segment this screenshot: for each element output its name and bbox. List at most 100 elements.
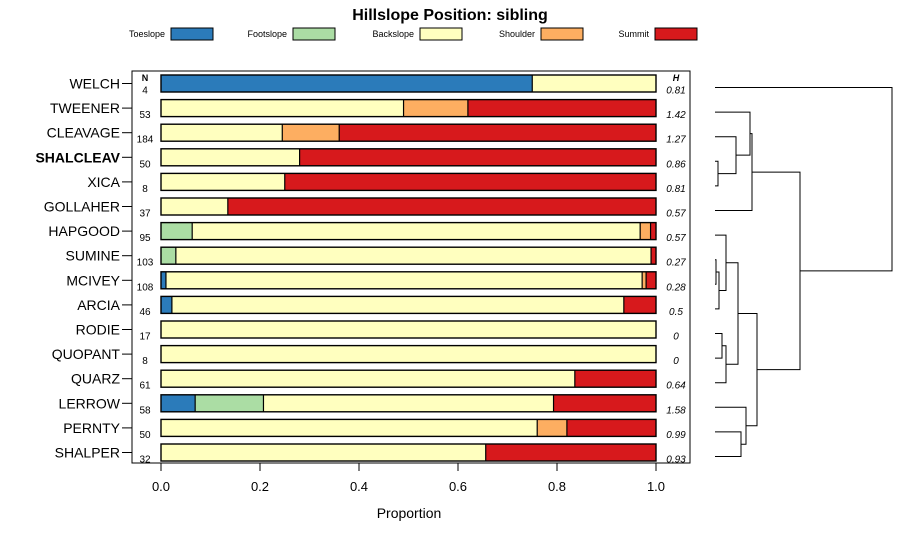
n-value: 61 (139, 381, 151, 392)
n-value: 53 (139, 110, 151, 121)
bar-segment-backslope (161, 99, 404, 117)
bar-outline (160, 148, 657, 167)
bar-outline (160, 344, 657, 364)
category-label: QUARZ (71, 371, 120, 387)
bar-segment-toeslope (161, 271, 166, 289)
category-label: SUMINE (66, 248, 120, 264)
n-value: 95 (139, 233, 151, 244)
bar-outline (160, 271, 657, 290)
n-value: 8 (142, 356, 148, 367)
bar-outline (160, 172, 657, 192)
dendrogram-branch (715, 234, 727, 291)
bar-segment-shoulder (282, 124, 340, 142)
bars-group: WELCH 4 0.81 TWEENER 53 1.42 CLEAVAGE 184 1.27 SH… (35, 74, 686, 466)
bar-row-xica: XICA 8 0.81 (87, 172, 686, 195)
bar-segment-shoulder (403, 99, 468, 117)
h-column-header: H (673, 73, 680, 83)
x-axis-label: Proportion (377, 505, 442, 521)
legend-swatch (419, 27, 463, 41)
category-label: QUOPANT (52, 346, 121, 362)
n-value: 108 (137, 282, 154, 293)
h-value: 0.57 (666, 233, 686, 244)
legend-item-summit: Summit (618, 27, 698, 41)
h-value: 1.42 (666, 110, 686, 121)
bar-segment-summit (651, 247, 656, 265)
n-value: 37 (139, 209, 151, 220)
bar-segment-footslope (161, 247, 176, 265)
x-tick-label: 0.8 (548, 479, 566, 494)
dendrogram-branch (752, 171, 801, 371)
bar-outline (160, 246, 657, 265)
bar-segment-backslope (161, 370, 575, 388)
dendrogram-branch (715, 333, 723, 359)
bar-segment-summit (299, 148, 656, 166)
bar-outline (160, 369, 657, 388)
legend-swatch (292, 27, 336, 41)
bar-segment-summit (646, 271, 656, 289)
h-value: 1.58 (666, 405, 686, 416)
category-label: SHALPER (55, 445, 120, 461)
legend-swatch (540, 27, 584, 41)
bar-segment-summit (467, 99, 656, 117)
bar-segment-backslope (161, 173, 285, 191)
h-value: 0.27 (666, 258, 686, 269)
bar-segment-backslope (161, 419, 538, 437)
h-value: 0 (673, 332, 679, 343)
bar-segment-backslope (171, 296, 624, 314)
n-value: 4 (142, 86, 148, 97)
bar-segment-backslope (165, 271, 643, 289)
bar-outline (160, 320, 657, 339)
bar-segment-footslope (161, 222, 193, 240)
bar-row-pernty: PERNTY 50 0.99 (63, 418, 686, 441)
category-label: SHALCLEAV (35, 149, 120, 165)
h-value: 0.81 (666, 184, 685, 195)
dendrogram-branch (715, 111, 751, 156)
dendrogram-branch (715, 133, 753, 211)
bar-segment-summit (339, 124, 656, 142)
dendrogram-branch (726, 262, 739, 365)
bar-outline (160, 197, 657, 216)
h-value: 0.81 (666, 86, 685, 97)
bar-outline (160, 394, 657, 413)
legend-item-backslope: Backslope (372, 27, 463, 41)
legend-label: Summit (618, 29, 649, 39)
bar-segment-summit (553, 394, 656, 412)
dendrogram-branch (715, 259, 717, 285)
n-value: 184 (137, 135, 154, 146)
bar-row-shalper: SHALPER 32 0.93 (55, 443, 686, 466)
n-value: 32 (139, 455, 151, 466)
dendrogram-branch (715, 160, 719, 187)
bar-segment-backslope (161, 124, 283, 142)
h-value: 0.86 (666, 159, 686, 170)
n-value: 17 (139, 332, 151, 343)
category-label: WELCH (69, 76, 120, 92)
n-column-header: N (142, 73, 149, 83)
h-value: 0.93 (666, 455, 686, 466)
chart-title: Hillslope Position: sibling (352, 7, 548, 24)
bar-segment-summit (566, 419, 656, 437)
legend-label: Footslope (247, 29, 287, 39)
n-value: 8 (142, 184, 148, 195)
bar-outline (160, 74, 657, 93)
bar-row-lerrow: LERROW 58 1.58 (59, 394, 686, 416)
h-value: 0.5 (669, 307, 683, 318)
legend: Toeslope Footslope Backslope Shoulder Summit (129, 27, 698, 41)
legend-item-footslope: Footslope (247, 27, 336, 41)
h-value: 0.57 (666, 209, 686, 220)
dendrogram (715, 87, 893, 457)
h-value: 0 (673, 356, 679, 367)
h-value: 1.27 (666, 135, 686, 146)
x-tick-label: 0.6 (449, 479, 467, 494)
category-label: MCIVEY (66, 272, 120, 288)
bar-row-mcivey: MCIVEY 108 0.28 (66, 271, 686, 293)
n-value: 50 (139, 430, 151, 441)
n-value: 58 (139, 405, 151, 416)
category-label: TWEENER (50, 100, 120, 116)
legend-swatch (170, 27, 214, 41)
bar-segment-toeslope (161, 296, 172, 314)
category-label: ARCIA (77, 297, 120, 313)
n-value: 46 (139, 307, 151, 318)
bar-row-hapgood: HAPGOOD 95 0.57 (48, 221, 686, 244)
bar-segment-shoulder (537, 419, 567, 437)
bar-outline (160, 221, 657, 241)
